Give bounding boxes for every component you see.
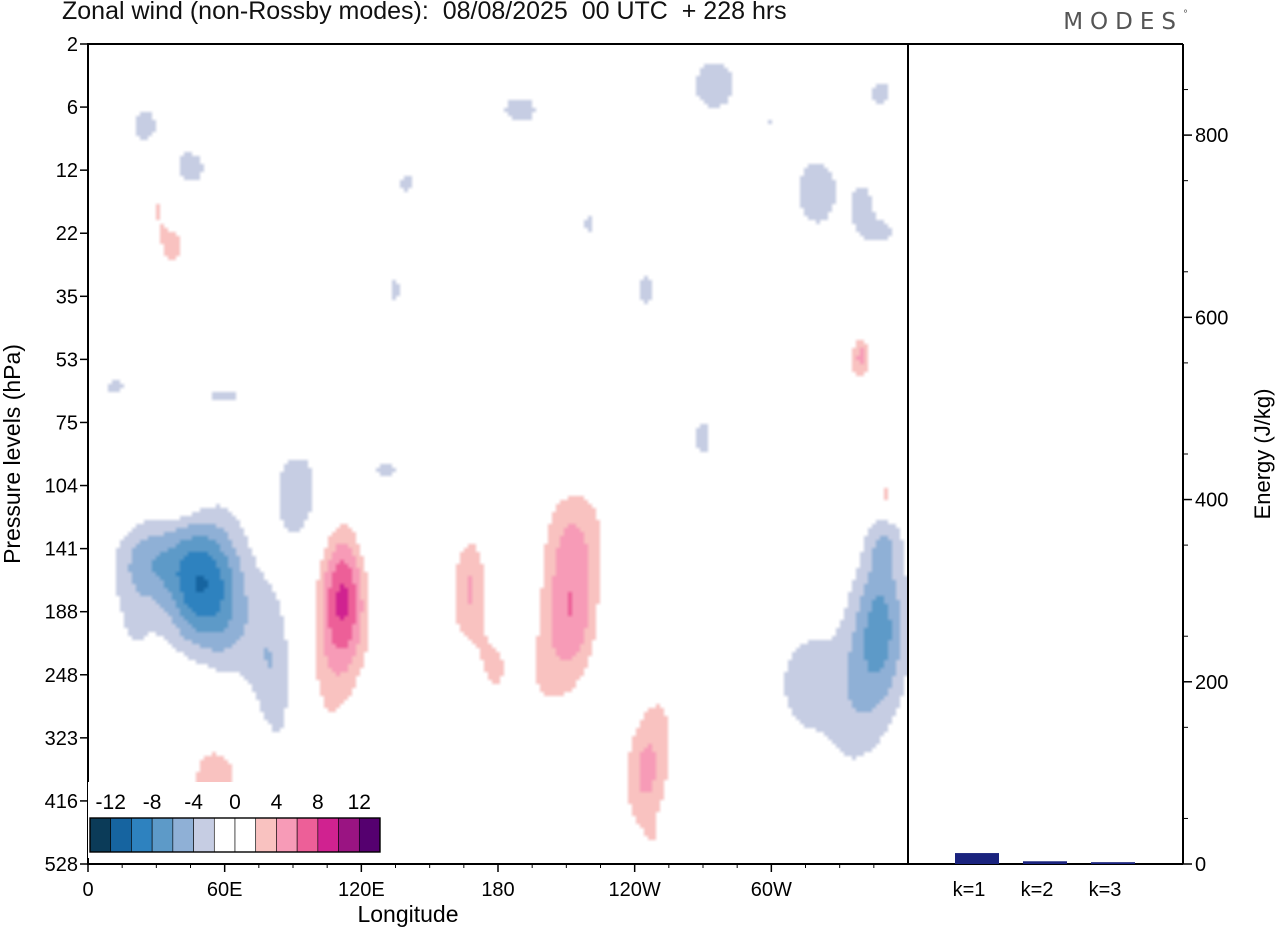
colorbar-swatch bbox=[213, 817, 236, 853]
logo-text: MODES bbox=[1063, 9, 1183, 35]
energy-tick-label: 800 bbox=[1195, 125, 1228, 147]
y-tick-label: 53 bbox=[56, 349, 78, 371]
colorbar-swatch bbox=[131, 817, 153, 853]
y-tick-label: 6 bbox=[67, 97, 78, 119]
energy-bar-panel: 0 200 400 600 800 Energy (J/kg) k=1 k=2 k=3 bbox=[908, 43, 1275, 901]
colorbar-tick-label: 12 bbox=[348, 791, 371, 814]
chart-title: Zonal wind (non-Rossby modes): 08/08/202… bbox=[62, 0, 787, 25]
colorbar-swatch bbox=[89, 817, 112, 853]
colorbar-swatch bbox=[276, 817, 298, 853]
energy-bar-k3 bbox=[1091, 862, 1135, 864]
colorbar: -12 -8 -4 0 4 8 12 bbox=[88, 782, 384, 858]
y-axis: 2 6 12 22 35 53 75 104 141 188 248 323 416 528 Pressur… bbox=[0, 34, 88, 876]
modes-logo: MODES° bbox=[1063, 9, 1188, 35]
contour-field bbox=[88, 44, 908, 864]
x-tick-label: 180 bbox=[481, 879, 514, 901]
y-tick-label: 416 bbox=[45, 791, 78, 813]
energy-category-label: k=3 bbox=[1089, 879, 1122, 901]
energy-bar-k1 bbox=[955, 853, 999, 864]
energy-tick-label: 0 bbox=[1195, 854, 1206, 876]
colorbar-border bbox=[89, 817, 381, 853]
y-tick-label: 22 bbox=[56, 223, 78, 245]
colorbar-tick-label: -8 bbox=[143, 791, 162, 814]
energy-tick-label: 600 bbox=[1195, 307, 1228, 329]
x-tick-label: 120W bbox=[609, 879, 661, 901]
x-axis: 0 60E 120E 180 120W 60W Longitude bbox=[82, 864, 875, 927]
y-tick-label: 528 bbox=[45, 854, 78, 876]
colorbar-tick-label: -4 bbox=[184, 791, 203, 814]
colorbar-swatch bbox=[193, 817, 215, 853]
colorbar-tick-label: 8 bbox=[312, 791, 324, 814]
energy-category-label: k=1 bbox=[953, 879, 986, 901]
energy-bar-k2 bbox=[1023, 861, 1067, 864]
colorbar-swatch bbox=[317, 817, 339, 853]
y-tick-label: 141 bbox=[45, 539, 78, 561]
colorbar-swatch bbox=[296, 817, 319, 853]
colorbar-tick-label: 0 bbox=[229, 791, 241, 814]
y-tick-label: 323 bbox=[45, 728, 78, 750]
energy-axis-label: Energy (J/kg) bbox=[1250, 389, 1275, 520]
colorbar-swatch bbox=[172, 817, 194, 853]
colorbar-tick-label: 4 bbox=[271, 791, 283, 814]
y-tick-label: 248 bbox=[45, 665, 78, 687]
colorbar-swatch bbox=[338, 817, 360, 853]
colorbar-swatch bbox=[110, 817, 132, 853]
colorbar-swatch bbox=[151, 817, 174, 853]
y-tick-label: 2 bbox=[67, 34, 78, 56]
y-tick-label: 188 bbox=[45, 602, 78, 624]
colorbar-swatch bbox=[234, 817, 257, 853]
contour-image bbox=[88, 44, 908, 864]
y-tick-label: 35 bbox=[56, 286, 78, 308]
x-axis-label: Longitude bbox=[357, 901, 458, 927]
y-tick-label: 104 bbox=[45, 476, 78, 498]
x-tick-label: 60E bbox=[207, 879, 243, 901]
energy-tick-label: 400 bbox=[1195, 490, 1228, 512]
y-axis-label: Pressure levels (hPa) bbox=[0, 344, 25, 564]
colorbar-swatch bbox=[255, 817, 277, 853]
energy-tick-label: 200 bbox=[1195, 672, 1228, 694]
energy-category-label: k=2 bbox=[1021, 879, 1054, 901]
x-tick-label: 120E bbox=[338, 879, 385, 901]
y-tick-label: 75 bbox=[56, 412, 78, 434]
colorbar-swatch bbox=[358, 817, 381, 853]
logo-mark: ° bbox=[1183, 9, 1188, 20]
x-tick-label: 60W bbox=[751, 879, 792, 901]
y-tick-label: 12 bbox=[56, 160, 78, 182]
x-tick-label: 0 bbox=[82, 879, 93, 901]
colorbar-tick-label: -12 bbox=[96, 791, 126, 814]
